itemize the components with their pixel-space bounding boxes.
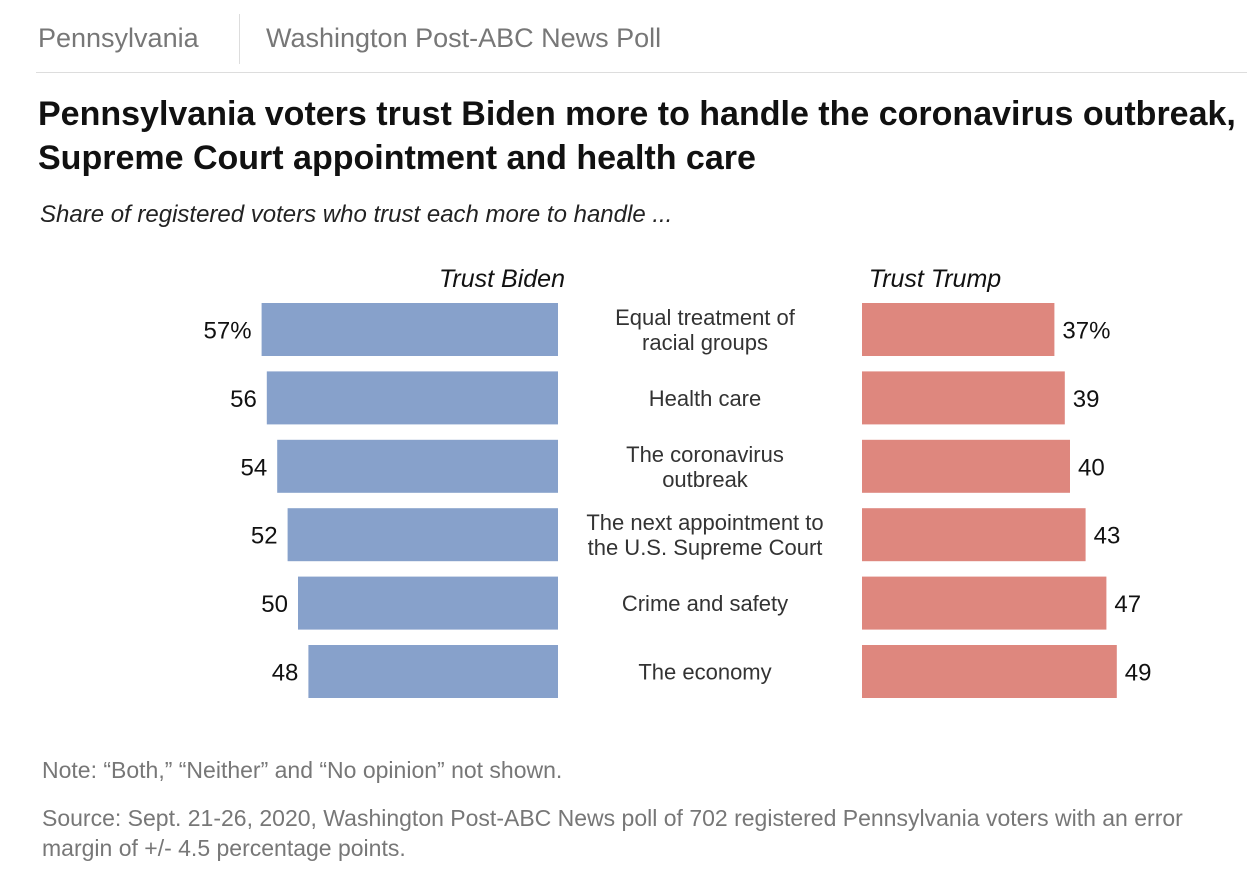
chart-source: Source: Sept. 21-26, 2020, Washington Po…	[42, 805, 1183, 861]
category-label: Crime and safety	[622, 591, 788, 616]
bar-biden	[266, 371, 558, 425]
chart-title: Pennsylvania voters trust Biden more to …	[38, 95, 1236, 177]
category-label: Health care	[649, 386, 762, 411]
category-label: The next appointment to	[586, 510, 823, 535]
header-bar: Pennsylvania Washington Post-ABC News Po…	[36, 0, 1247, 73]
data-label-biden: 48	[272, 660, 299, 687]
data-label-trump: 47	[1114, 591, 1141, 618]
series-label-biden: Trust Biden	[439, 265, 565, 293]
bar-biden	[261, 303, 558, 356]
bar-biden	[298, 576, 558, 630]
data-label-trump: 39	[1073, 386, 1100, 413]
data-label-biden: 56	[230, 386, 257, 413]
data-label-biden: 52	[251, 523, 278, 550]
category-label: outbreak	[662, 467, 749, 492]
diverging-bar-chart: Trust Biden Trust Trump 57% 37% Equal treatm…	[204, 265, 1152, 698]
chart-note: Note: “Both,” “Neither” and “No opinion”…	[42, 757, 563, 783]
category-label: the U.S. Supreme Court	[588, 535, 823, 560]
data-label-trump: 43	[1094, 523, 1121, 550]
category-label: Equal treatment of	[615, 305, 796, 330]
bar-trump	[862, 439, 1070, 493]
bar-trump	[862, 508, 1086, 562]
category-label: racial groups	[642, 330, 768, 355]
series-label-trump: Trust Trump	[869, 265, 1002, 293]
bar-biden	[287, 508, 558, 562]
data-label-trump: 49	[1125, 660, 1152, 687]
data-label-trump: 40	[1078, 454, 1105, 481]
chart-subtitle: Share of registered voters who trust eac…	[40, 201, 673, 228]
header-divider	[239, 14, 240, 64]
header-region[interactable]: Pennsylvania	[38, 23, 199, 53]
category-label: The economy	[638, 660, 771, 685]
bar-biden	[308, 645, 558, 698]
bar-trump	[862, 303, 1055, 356]
bar-trump	[862, 371, 1065, 425]
category-label: The coronavirus	[626, 442, 784, 467]
data-label-biden: 54	[240, 454, 267, 481]
header-poll-name[interactable]: Washington Post-ABC News Poll	[266, 23, 662, 53]
bar-biden	[277, 439, 558, 493]
bar-trump	[862, 645, 1117, 698]
data-label-biden: 57%	[204, 318, 252, 345]
data-label-biden: 50	[261, 591, 288, 618]
data-label-trump: 37%	[1062, 318, 1110, 345]
bar-trump	[862, 576, 1107, 630]
